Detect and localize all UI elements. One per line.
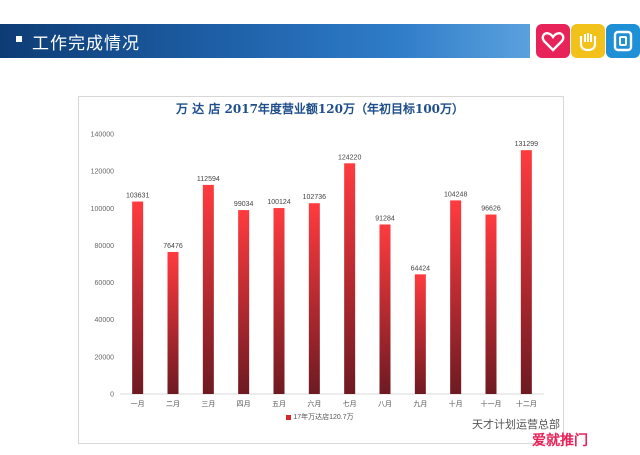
x-tick-label: 一月	[131, 400, 145, 408]
bar	[238, 210, 250, 394]
legend-label: 17年万达店120.7万	[293, 414, 354, 421]
bar	[273, 208, 285, 394]
legend-swatch	[286, 414, 292, 420]
slide-header: 工作完成情况	[0, 0, 640, 76]
x-tick-label: 十一月	[481, 399, 502, 408]
bar-data-label: 112594	[197, 176, 220, 183]
bar-data-label: 103631	[126, 193, 149, 200]
bar-data-label: 124220	[338, 154, 361, 161]
bar	[202, 184, 214, 394]
heart-icon	[536, 24, 570, 58]
x-tick-label: 七月	[343, 399, 357, 408]
y-tick-label: 40000	[95, 317, 115, 324]
title-bullet	[16, 36, 22, 42]
chart-frame	[78, 96, 564, 444]
bar-data-label: 91284	[375, 215, 395, 222]
bar	[414, 274, 426, 394]
door-icon	[606, 24, 640, 58]
bar	[450, 200, 462, 394]
bar-data-label: 76476	[163, 243, 183, 250]
y-tick-label: 0	[110, 392, 114, 399]
x-tick-label: 六月	[307, 399, 321, 408]
bar	[520, 150, 532, 394]
x-tick-label: 九月	[413, 399, 427, 408]
bar-data-label: 102736	[303, 194, 326, 201]
y-tick-label: 20000	[95, 354, 115, 361]
bar	[344, 163, 356, 394]
bar	[132, 201, 144, 394]
x-tick-label: 二月	[166, 400, 180, 408]
bar	[485, 214, 497, 394]
x-tick-label: 八月	[378, 400, 392, 408]
bar	[379, 224, 391, 394]
bar-data-label: 99034	[234, 201, 254, 208]
bar-data-label: 131299	[515, 141, 538, 148]
chart-legend: 17年万达店120.7万	[78, 412, 562, 422]
y-tick-label: 60000	[95, 280, 115, 287]
bar	[167, 251, 179, 394]
y-tick-label: 80000	[95, 243, 115, 250]
bar-data-label: 64424	[411, 265, 431, 272]
hand-icon	[571, 24, 605, 58]
x-tick-label: 十月	[449, 399, 463, 408]
x-tick-label: 五月	[272, 400, 286, 408]
title-bar: 工作完成情况	[0, 24, 530, 58]
bar-data-label: 96626	[481, 206, 501, 213]
slide-title: 工作完成情况	[32, 34, 140, 54]
brand-logo-text: 爱就推门	[532, 433, 588, 449]
bar	[308, 203, 320, 394]
x-tick-label: 四月	[237, 400, 251, 408]
x-tick-label: 十二月	[516, 399, 537, 408]
y-tick-label: 140000	[91, 132, 114, 139]
bar-data-label: 104248	[444, 191, 467, 198]
y-tick-label: 120000	[91, 169, 114, 176]
y-tick-label: 100000	[91, 206, 114, 213]
chart-title: 万 达 店 2017年度营业额120万（年初目标100万）	[175, 102, 465, 116]
bar-chart: 0 20000 40000 60000 80000 100000 120000 140000 1…	[91, 132, 544, 408]
x-tick-label: 三月	[201, 400, 215, 408]
watermark-text: 天才计划运营总部	[472, 418, 560, 431]
bar-data-label: 100124	[267, 199, 290, 206]
